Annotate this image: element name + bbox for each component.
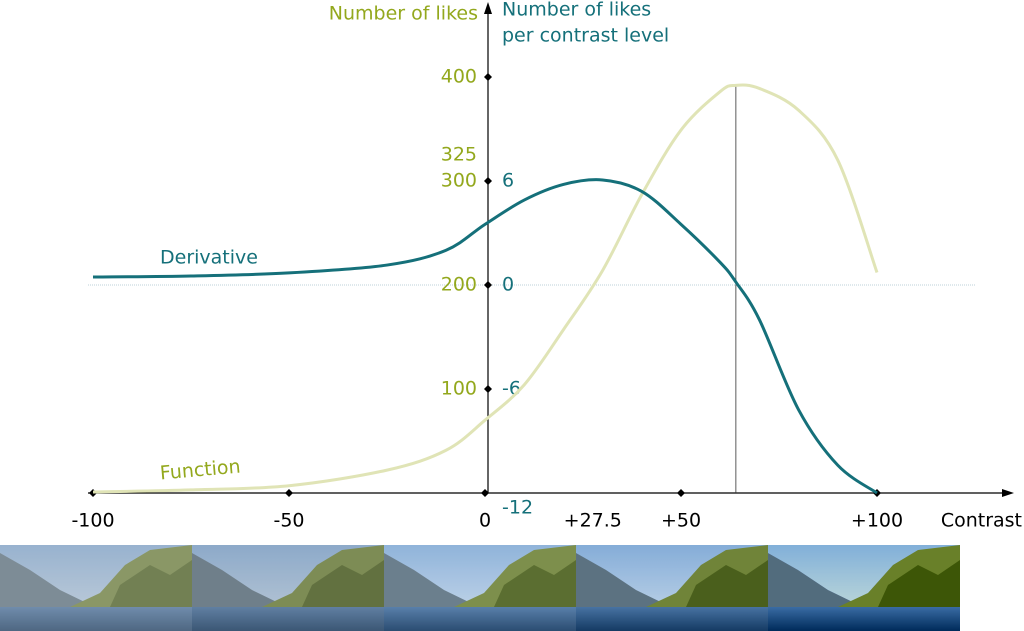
y-tick-label: 200 <box>441 274 477 296</box>
thumbnail <box>384 545 576 631</box>
x-tick-label: +27.5 <box>564 510 622 532</box>
y2-tick-label: -12 <box>502 497 533 519</box>
y-tick-label: 400 <box>441 66 477 88</box>
y-tick-label: 325 <box>441 144 477 166</box>
x-tick-label: -100 <box>71 510 114 532</box>
tick-mark <box>484 281 492 289</box>
tick-mark <box>677 489 685 497</box>
tick-mark <box>285 489 293 497</box>
y-tick-label: 100 <box>441 378 477 400</box>
thumbnail <box>0 545 192 631</box>
y-tick-label: 300 <box>441 170 477 192</box>
x-tick-label: +100 <box>851 510 903 532</box>
x-tick-label: +50 <box>661 510 701 532</box>
thumbnail <box>192 545 384 631</box>
tick-mark <box>484 177 492 185</box>
tick-mark <box>484 73 492 81</box>
y2-axis-label: Number of likes <box>502 0 651 21</box>
y2-tick-label: 0 <box>502 274 514 296</box>
series-line <box>92 83 879 494</box>
y2-axis-label: per contrast level <box>502 25 669 47</box>
series-label: Function <box>159 455 241 484</box>
y2-tick-label: 6 <box>502 170 514 192</box>
tick-mark <box>484 385 492 393</box>
contrast-thumbnails <box>0 545 960 631</box>
x-tick-label: 0 <box>479 510 491 532</box>
x-axis-arrow <box>1002 489 1014 497</box>
y-axis-arrow <box>484 2 492 14</box>
chart: Number of likes Number of likes per cont… <box>71 0 1022 532</box>
tick-mark <box>481 489 489 497</box>
y-axis-label: Number of likes <box>329 3 478 25</box>
x-tick-label: -50 <box>273 510 304 532</box>
series-line <box>92 178 878 495</box>
x-axis-label: Contrast <box>941 510 1022 532</box>
series-label: Derivative <box>160 247 258 269</box>
thumbnail <box>768 545 960 631</box>
thumbnail <box>576 545 768 631</box>
